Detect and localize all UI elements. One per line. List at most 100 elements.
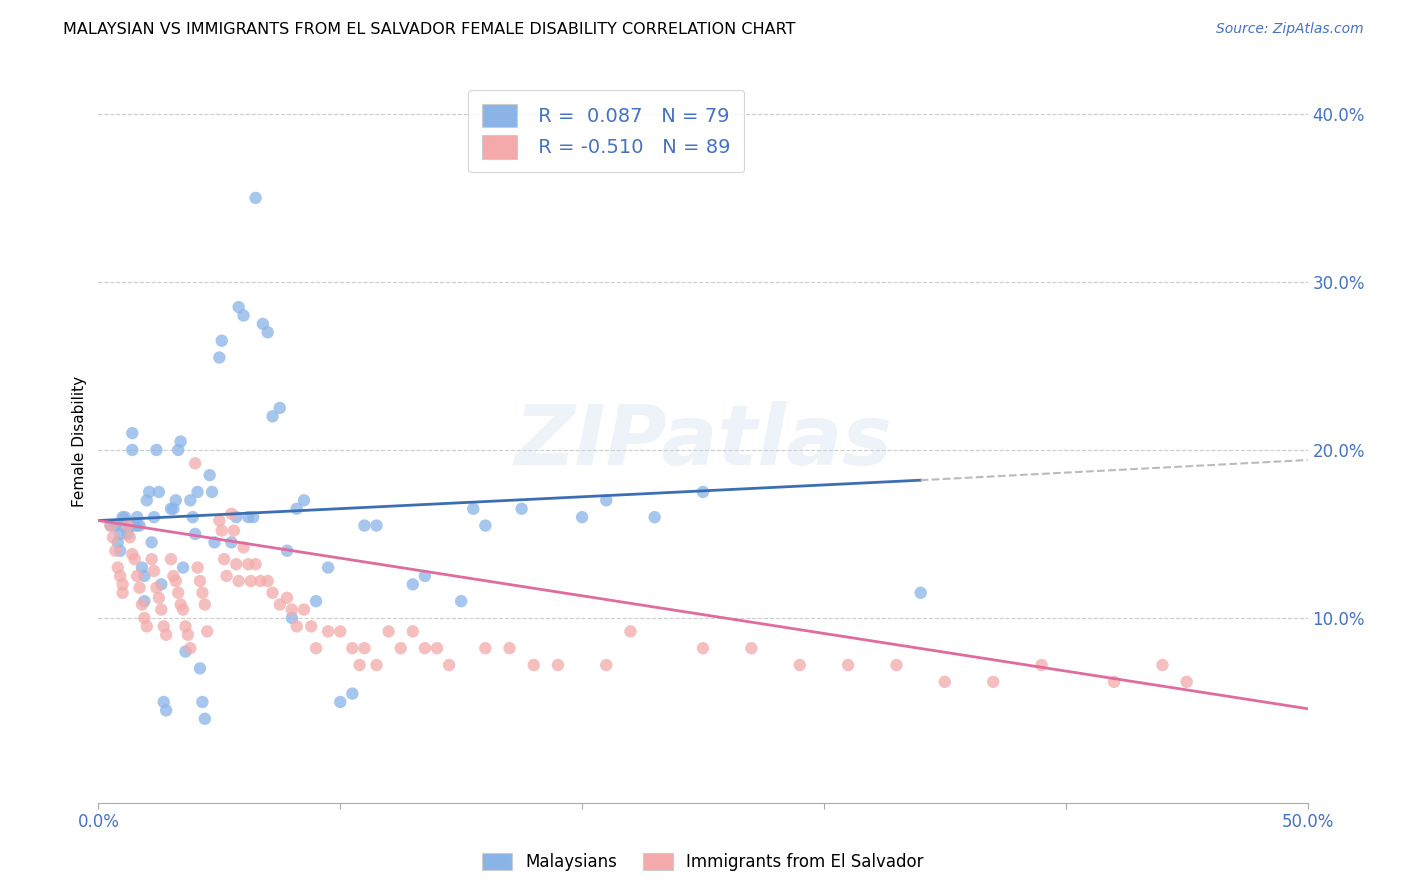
Point: [644, 510, 666, 524]
Point: [228, 300, 250, 314]
Point: [498, 641, 520, 656]
Point: [127, 510, 149, 524]
Y-axis label: Female Disability: Female Disability: [72, 376, 87, 508]
Point: [191, 695, 214, 709]
Point: [232, 309, 254, 323]
Point: [152, 619, 174, 633]
Point: [198, 468, 221, 483]
Point: [108, 569, 131, 583]
Point: [285, 619, 308, 633]
Point: [152, 695, 174, 709]
Point: [117, 518, 139, 533]
Point: [692, 641, 714, 656]
Point: [221, 535, 243, 549]
Point: [571, 510, 593, 524]
Point: [225, 558, 247, 572]
Point: [141, 552, 163, 566]
Point: [114, 510, 136, 524]
Point: [239, 574, 262, 588]
Point: [222, 524, 245, 538]
Point: [150, 602, 173, 616]
Point: [463, 501, 485, 516]
Point: [134, 594, 156, 608]
Point: [474, 518, 496, 533]
Point: [169, 434, 191, 449]
Point: [165, 493, 187, 508]
Point: [174, 644, 197, 658]
Point: [789, 658, 811, 673]
Point: [245, 558, 267, 572]
Point: [148, 591, 170, 605]
Point: [225, 510, 247, 524]
Point: [269, 401, 291, 415]
Point: [177, 628, 200, 642]
Point: [100, 518, 122, 533]
Point: [1102, 674, 1125, 689]
Point: [131, 598, 153, 612]
Point: [1175, 674, 1198, 689]
Point: [174, 619, 197, 633]
Point: [204, 535, 226, 549]
Text: Source: ZipAtlas.com: Source: ZipAtlas.com: [1216, 22, 1364, 37]
Point: [169, 598, 191, 612]
Legend:  R =  0.087   N = 79,  R = -0.510   N = 89: R = 0.087 N = 79, R = -0.510 N = 89: [468, 90, 744, 172]
Point: [121, 426, 143, 441]
Point: [179, 641, 201, 656]
Point: [837, 658, 859, 673]
Point: [329, 695, 352, 709]
Point: [269, 598, 291, 612]
Point: [215, 569, 238, 583]
Point: [111, 586, 134, 600]
Point: [316, 560, 339, 574]
Point: [194, 598, 217, 612]
Point: [201, 485, 224, 500]
Point: [981, 674, 1004, 689]
Point: [212, 552, 235, 566]
Point: [221, 507, 243, 521]
Point: [249, 574, 271, 588]
Point: [148, 485, 170, 500]
Point: [305, 641, 328, 656]
Point: [389, 641, 412, 656]
Point: [181, 510, 204, 524]
Point: [245, 191, 267, 205]
Point: [162, 501, 184, 516]
Point: [740, 641, 762, 656]
Point: [281, 611, 304, 625]
Point: [276, 591, 298, 605]
Point: [134, 569, 156, 583]
Point: [692, 485, 714, 500]
Point: [195, 624, 218, 639]
Point: [292, 493, 315, 508]
Point: [353, 518, 375, 533]
Point: [353, 641, 375, 656]
Point: [934, 674, 956, 689]
Point: [187, 560, 209, 574]
Point: [131, 560, 153, 574]
Point: [232, 541, 254, 555]
Point: [316, 624, 339, 639]
Point: [143, 564, 166, 578]
Point: [208, 351, 231, 365]
Point: [413, 569, 436, 583]
Point: [349, 658, 371, 673]
Point: [118, 530, 141, 544]
Point: [1031, 658, 1053, 673]
Point: [141, 535, 163, 549]
Point: [117, 527, 139, 541]
Point: [238, 558, 260, 572]
Point: [299, 619, 322, 633]
Point: [547, 658, 569, 673]
Point: [127, 518, 149, 533]
Point: [619, 624, 641, 639]
Point: [111, 518, 134, 533]
Point: [377, 624, 399, 639]
Point: [523, 658, 546, 673]
Point: [143, 510, 166, 524]
Point: [402, 624, 425, 639]
Point: [366, 658, 388, 673]
Point: [160, 552, 183, 566]
Text: MALAYSIAN VS IMMIGRANTS FROM EL SALVADOR FEMALE DISABILITY CORRELATION CHART: MALAYSIAN VS IMMIGRANTS FROM EL SALVADOR…: [63, 22, 796, 37]
Point: [413, 641, 436, 656]
Point: [184, 527, 207, 541]
